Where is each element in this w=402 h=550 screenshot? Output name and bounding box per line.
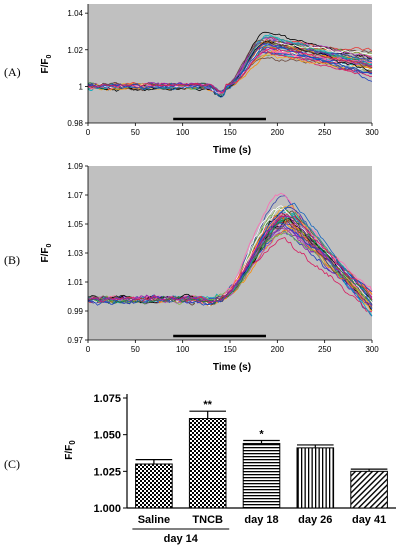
panel-a-y-axis-title: F/F0 bbox=[40, 54, 53, 73]
panel-a-trace bbox=[87, 43, 373, 92]
panel-b-y-tick-label: 1.01 bbox=[67, 278, 83, 287]
panel-c-category-label: day 18 bbox=[244, 514, 278, 526]
panel-b-line-chart: (B) 0 50 100 150 200 250 300 0.97 0.99 1.01 1.03 1.… bbox=[4, 162, 379, 373]
panel-b-x-tick-label: 100 bbox=[176, 345, 190, 354]
panel-a-axes: 0 50 100 150 200 250 300 0.98 1 1.02 1.04 bbox=[67, 4, 379, 137]
panel-b-x-tick-label: 150 bbox=[223, 345, 237, 354]
panel-a-trace bbox=[87, 44, 373, 98]
panel-c-bar bbox=[296, 447, 335, 509]
panel-a-x-tick-label: 50 bbox=[131, 128, 140, 137]
panel-a-x-axis-title: Time (s) bbox=[213, 145, 251, 156]
panel-a-y-tick-label: 1.04 bbox=[67, 9, 83, 18]
panel-a-traces bbox=[87, 31, 373, 98]
panel-c-category-label: day 41 bbox=[352, 514, 386, 526]
panel-b-y-tick-label: 1.03 bbox=[67, 249, 83, 258]
panel-c-axes: 1.000 1.025 1.050 1.075 bbox=[93, 393, 396, 515]
panel-a-x-tick-label: 200 bbox=[271, 128, 285, 137]
panel-a-x-tick-label: 0 bbox=[86, 128, 91, 137]
panel-b-y-axis-title: F/F0 bbox=[40, 243, 53, 262]
panel-c-bars: Saline ** TNCB * day 18 day 26 day 41 day 14 bbox=[132, 399, 388, 545]
panel-b-ylabel-sub: 0 bbox=[46, 243, 53, 247]
panel-c-ylabel-main: F/F bbox=[64, 445, 75, 460]
panel-b-y-tick-label: 1.09 bbox=[67, 162, 83, 171]
panel-b-x-tick-label: 200 bbox=[271, 345, 285, 354]
panel-c-significance-mark: ** bbox=[203, 399, 212, 411]
panel-b-x-tick-label: 0 bbox=[86, 345, 91, 354]
panel-c-y-tick-label: 1.050 bbox=[93, 430, 121, 442]
panel-b-label: (B) bbox=[4, 253, 20, 267]
panel-a-ylabel-sub: 0 bbox=[46, 54, 53, 58]
panel-c-y-tick-label: 1.075 bbox=[93, 393, 121, 405]
panel-a-x-tick-label: 150 bbox=[223, 128, 237, 137]
panel-c-category-label: TNCB bbox=[192, 514, 223, 526]
panel-b-ylabel-main: F/F bbox=[40, 247, 51, 262]
panel-a-y-tick-label: 1.02 bbox=[67, 46, 83, 55]
panel-c-y-tick-label: 1.000 bbox=[93, 503, 121, 515]
panel-a-label: (A) bbox=[4, 65, 21, 79]
panel-b-traces bbox=[87, 192, 373, 317]
panel-c-bar-chart: (C) 1.000 1.025 1.050 1.075 Saline ** TNCB * da… bbox=[4, 393, 396, 545]
panel-a-y-tick-label: 1 bbox=[79, 82, 84, 91]
panel-a-x-tick-label: 100 bbox=[176, 128, 190, 137]
panel-c-bar bbox=[188, 418, 227, 509]
panel-c-label: (C) bbox=[4, 457, 20, 471]
panel-b-y-tick-label: 0.99 bbox=[67, 307, 83, 316]
panel-a-trace bbox=[87, 48, 373, 94]
panel-a-ylabel-main: F/F bbox=[40, 58, 51, 73]
panel-c-ylabel-sub: 0 bbox=[68, 440, 77, 445]
panel-a-x-tick-label: 300 bbox=[365, 128, 379, 137]
panel-a-trace bbox=[87, 39, 373, 92]
panel-b-trace bbox=[87, 216, 373, 305]
panel-b-y-tick-label: 1.07 bbox=[67, 191, 83, 200]
panel-c-category-label: day 26 bbox=[298, 514, 332, 526]
panel-b-trace bbox=[87, 215, 373, 307]
panel-c-group-label: day 14 bbox=[164, 533, 199, 545]
panel-c-bar bbox=[242, 442, 281, 509]
panel-b-axes: 0 50 100 150 200 250 300 0.97 0.99 1.01 1.03 1.05 1.… bbox=[67, 162, 379, 354]
panel-a-x-tick-label: 250 bbox=[318, 128, 332, 137]
panel-b-x-tick-label: 300 bbox=[365, 345, 379, 354]
panel-b-x-tick-label: 50 bbox=[131, 345, 140, 354]
panel-a-y-tick-label: 0.98 bbox=[67, 119, 83, 128]
panel-b-y-tick-label: 0.97 bbox=[67, 336, 83, 345]
panel-c-y-tick-label: 1.025 bbox=[93, 466, 121, 478]
panel-c-bar bbox=[350, 470, 388, 509]
panel-b-y-tick-label: 1.05 bbox=[67, 220, 83, 229]
panel-b-x-axis-title: Time (s) bbox=[213, 362, 251, 373]
panel-c-category-label: Saline bbox=[138, 514, 170, 526]
panel-b-x-tick-label: 250 bbox=[318, 345, 332, 354]
panel-c-significance-mark: * bbox=[259, 429, 264, 441]
panel-c-bar bbox=[135, 463, 173, 509]
panel-c-y-axis-title: F/F0 bbox=[64, 440, 77, 460]
